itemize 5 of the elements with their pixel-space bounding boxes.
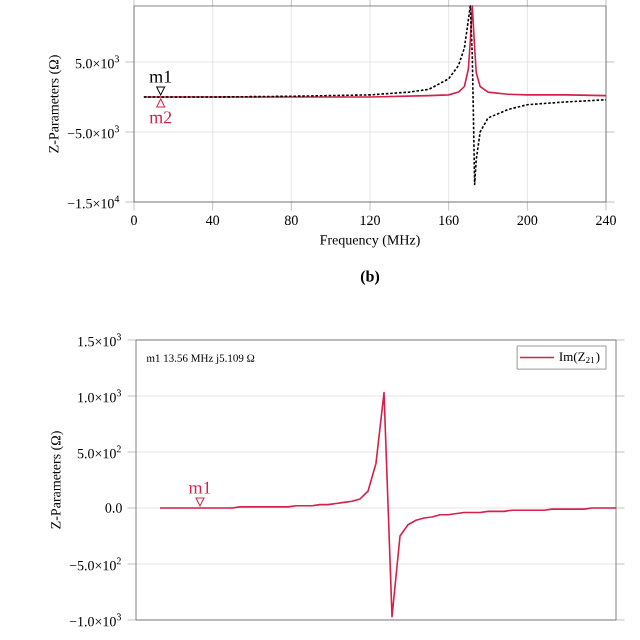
text: (b) xyxy=(360,270,380,285)
annotation: m2 xyxy=(149,111,172,124)
annotation: m1 xyxy=(149,70,172,83)
line-series xyxy=(143,5,607,186)
annotation: m1 xyxy=(188,481,211,494)
